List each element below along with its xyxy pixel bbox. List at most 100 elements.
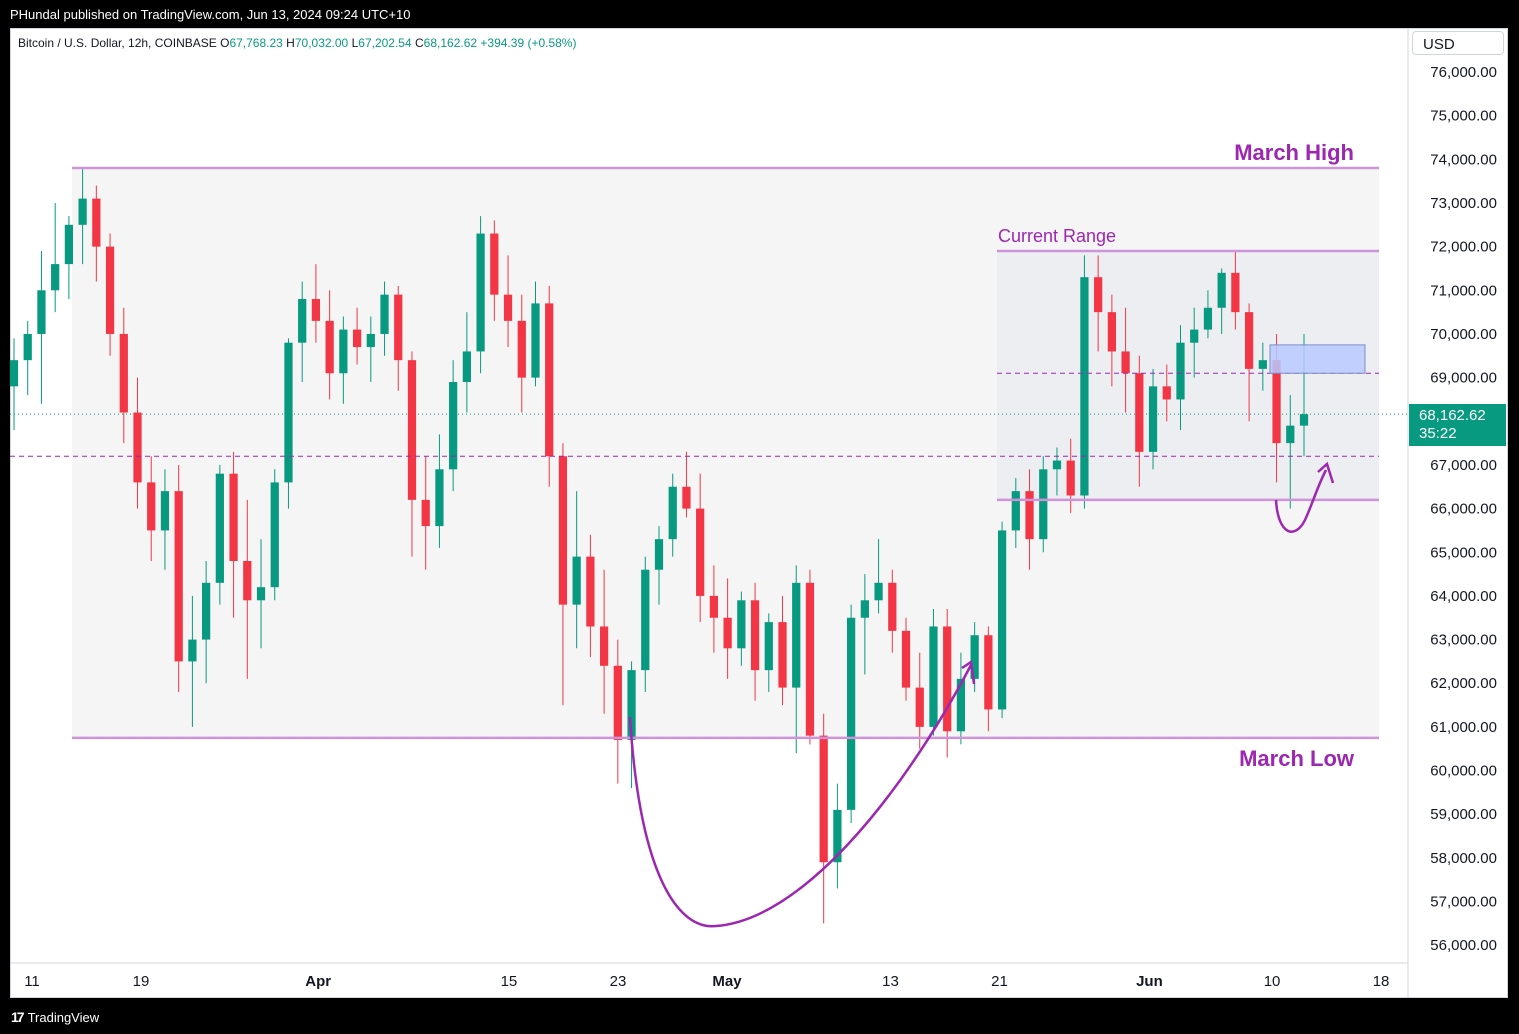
- candle-body: [847, 617, 856, 810]
- time-tick-label: 10: [1264, 973, 1281, 990]
- candle-body: [1244, 312, 1254, 369]
- candle-body: [78, 198, 87, 225]
- candle-body: [929, 626, 938, 727]
- candle-body: [366, 333, 375, 348]
- candle-body: [407, 360, 417, 500]
- low-value: 67,202.54: [358, 36, 412, 50]
- candle-body: [503, 294, 513, 321]
- tradingview-logo-icon: 17: [11, 1009, 25, 1025]
- price-tick-label: 72,000.00: [1430, 239, 1497, 256]
- candle-body: [778, 622, 787, 688]
- candle-body: [449, 381, 458, 470]
- small-arrow-head: [1317, 461, 1335, 484]
- candle-body: [229, 473, 238, 561]
- candle-body: [1258, 360, 1267, 369]
- candle-body: [1217, 272, 1226, 308]
- candle-body: [1190, 329, 1199, 343]
- candle-body: [1272, 360, 1281, 444]
- candle-body: [92, 198, 101, 247]
- candle-body: [1025, 491, 1034, 540]
- price-tick-label: 64,000.00: [1430, 588, 1497, 605]
- candle-body: [421, 499, 430, 527]
- high-label: H: [286, 36, 295, 50]
- candle-body: [1162, 386, 1171, 400]
- price-tick-label: 59,000.00: [1430, 806, 1497, 823]
- candle-body: [956, 678, 966, 732]
- candle-body: [462, 351, 471, 382]
- candle-body: [819, 735, 828, 863]
- candle-body: [833, 809, 842, 863]
- candle-body: [380, 294, 389, 334]
- candle-body: [558, 456, 568, 605]
- candle-body: [23, 333, 32, 361]
- time-tick-label: Apr: [305, 973, 331, 990]
- high-value: 70,032.00: [294, 36, 349, 50]
- candle-body: [1094, 277, 1103, 313]
- candle-body: [490, 233, 499, 295]
- candle-body: [641, 569, 650, 671]
- candle-body: [1148, 386, 1158, 452]
- candle-body: [105, 246, 115, 334]
- candle-body: [325, 320, 334, 374]
- price-tick-label: 62,000.00: [1430, 675, 1497, 692]
- candle-body: [160, 491, 170, 531]
- candle-body: [682, 486, 691, 509]
- candle-body: [545, 303, 554, 457]
- candle-body: [64, 224, 74, 265]
- price-tick-label: 63,000.00: [1430, 632, 1497, 649]
- small-curve-arrow: [1274, 469, 1328, 533]
- time-tick-label: Jun: [1136, 973, 1163, 990]
- candle-body: [352, 329, 362, 348]
- candle-body: [901, 630, 911, 688]
- candle-body: [586, 556, 595, 627]
- price-tick-label: 61,000.00: [1430, 719, 1497, 736]
- candle-body: [1080, 277, 1089, 496]
- candle-body: [202, 582, 211, 640]
- candle-body: [531, 303, 540, 378]
- low-label: L: [351, 36, 359, 50]
- time-tick-label: 21: [991, 973, 1008, 990]
- currency-button[interactable]: USD: [1412, 31, 1504, 55]
- candle-body: [997, 530, 1007, 710]
- candle-body: [764, 622, 773, 671]
- supply-zone-box: [1269, 344, 1366, 374]
- time-tick-label: May: [712, 973, 742, 990]
- candle-body: [243, 560, 252, 601]
- candle-body: [476, 233, 485, 352]
- candle-body: [723, 617, 732, 649]
- big-arrow-head: [961, 659, 976, 685]
- candle-body: [1066, 460, 1075, 496]
- candle-body: [394, 294, 403, 361]
- tradingview-logo[interactable]: 17 TradingView: [11, 1009, 99, 1025]
- change-value: +394.39 (+0.58%): [480, 36, 577, 50]
- open-value: 67,768.23: [229, 36, 283, 50]
- last-price-badge: 68,162.62 35:22: [1409, 404, 1506, 446]
- candle-body: [1107, 312, 1116, 352]
- price-tick-label: 66,000.00: [1430, 501, 1497, 518]
- close-value: 68,162.62: [423, 36, 478, 50]
- price-tick-label: 70,000.00: [1430, 326, 1497, 343]
- time-tick-label: 13: [882, 973, 899, 990]
- candle-body: [860, 600, 869, 618]
- price-tick-label: 73,000.00: [1430, 195, 1497, 212]
- published-caption: PHundal published on TradingView.com, Ju…: [10, 7, 411, 22]
- candle-body: [599, 626, 609, 666]
- candle-body: [1299, 414, 1309, 426]
- candle-body: [1231, 272, 1240, 313]
- candle-body: [1011, 491, 1020, 531]
- current-range-box: [997, 251, 1379, 500]
- candle-body: [339, 329, 348, 374]
- candle-body: [435, 469, 444, 527]
- price-tick-label: 58,000.00: [1430, 850, 1497, 867]
- candle-body: [668, 486, 677, 540]
- candle-body: [133, 412, 142, 483]
- candle-body: [517, 320, 526, 378]
- candle-body: [284, 342, 293, 483]
- bar-countdown: 35:22: [1419, 425, 1457, 442]
- price-tick-label: 74,000.00: [1430, 151, 1497, 168]
- candle-body: [119, 333, 128, 413]
- price-tick-label: 75,000.00: [1430, 108, 1497, 125]
- candle-body: [37, 290, 46, 334]
- candle-body: [147, 482, 156, 531]
